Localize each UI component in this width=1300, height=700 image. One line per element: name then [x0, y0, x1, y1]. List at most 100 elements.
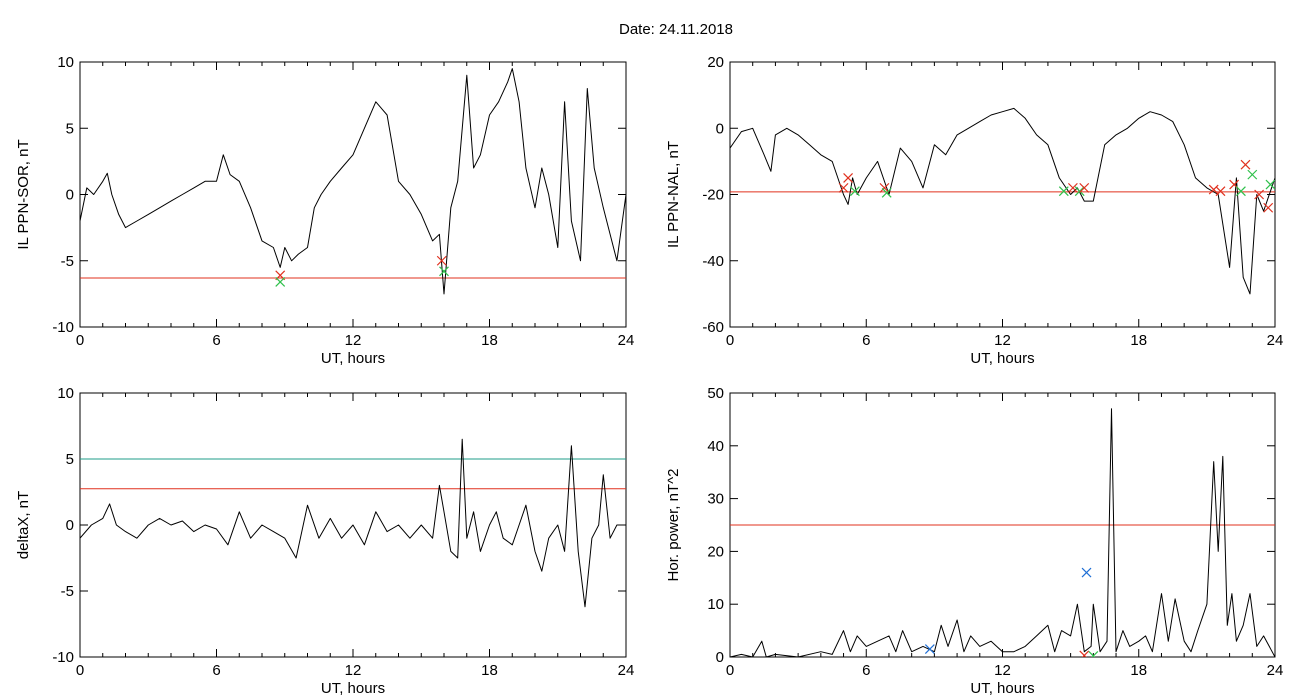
panel-p3: 0 6 12 18 24 10 5 0 -5 -10 UT, hours deltaX, nT	[15, 385, 634, 697]
marker-red	[1067, 182, 1078, 193]
x-tick-label: 12	[994, 332, 1011, 349]
x-tick-label: 18	[481, 332, 498, 349]
marker-stroke	[439, 266, 449, 277]
y-tick-label: -10	[52, 649, 74, 666]
data-layer	[730, 107, 1275, 295]
y-tick-label: 5	[66, 120, 74, 137]
y-tick-label: 0	[66, 187, 74, 204]
marker-blue	[924, 644, 935, 655]
data-layer	[730, 408, 1275, 657]
marker-stroke	[1079, 182, 1090, 193]
x-tick-label: 18	[1130, 332, 1147, 349]
x-tick-label: 6	[862, 662, 870, 679]
marker-stroke	[924, 644, 935, 655]
x-tick-label: 0	[726, 332, 734, 349]
y-tick-label: -60	[702, 319, 724, 336]
y-tick-label: -20	[702, 187, 724, 204]
series-line	[730, 408, 1275, 657]
y-axis-label: deltaX, nT	[15, 491, 32, 559]
marker-green	[1074, 186, 1085, 197]
marker-green	[1058, 186, 1069, 197]
y-tick-label: 10	[707, 596, 724, 613]
marker-red	[1254, 189, 1265, 200]
y-tick-label: 0	[66, 517, 74, 534]
marker-stroke	[1229, 179, 1240, 190]
marker-red	[879, 182, 890, 193]
y-axis-label: IL PPN-NAL, nT	[665, 141, 682, 248]
marker-green	[439, 266, 449, 277]
y-tick-label: 20	[707, 543, 724, 560]
series-line	[730, 107, 1275, 295]
x-tick-label: 6	[212, 662, 220, 679]
series-line	[80, 438, 626, 608]
plot-frame	[79, 61, 627, 328]
panel-p1: 0 6 12 18 24 10 5 0 -5 -10 UT, hours IL PPN-SOR, nT	[15, 54, 634, 367]
marker-green	[275, 277, 286, 287]
panel-p4: 0 6 12 18 24 50 40 30 20 10 0 UT, hours Hor. power, …	[665, 385, 1283, 697]
marker-stroke	[1236, 186, 1246, 197]
y-tick-label: -40	[702, 253, 724, 270]
x-tick-label: 12	[994, 662, 1011, 679]
x-tick-label: 6	[862, 332, 870, 349]
y-tick-label: 0	[716, 120, 724, 137]
marker-green	[881, 187, 892, 198]
x-axis-label: UT, hours	[321, 350, 385, 367]
y-tick-label: -5	[61, 583, 74, 600]
marker-red	[1079, 650, 1090, 657]
y-tick-label: 50	[707, 385, 724, 402]
marker-stroke	[1265, 179, 1275, 190]
marker-stroke	[849, 186, 860, 197]
marker-stroke	[1067, 182, 1078, 193]
figure-title: Date: 24.11.2018	[619, 21, 733, 38]
y-tick-label: 30	[707, 491, 724, 508]
marker-red	[436, 255, 447, 266]
marker-stroke	[1091, 651, 1099, 657]
x-axis-label: UT, hours	[970, 350, 1034, 367]
marker-green	[1265, 179, 1275, 190]
x-axis-label: UT, hours	[970, 680, 1034, 697]
marker-blue	[1081, 567, 1092, 578]
x-tick-label: 24	[618, 662, 635, 679]
marker-red	[1215, 186, 1226, 197]
x-tick-label: 18	[1130, 662, 1147, 679]
y-tick-label: 10	[57, 385, 74, 402]
marker-green	[849, 186, 860, 197]
marker-stroke	[1263, 202, 1274, 213]
y-tick-label: -10	[52, 319, 74, 336]
x-tick-label: 6	[212, 332, 220, 349]
marker-stroke	[1081, 650, 1090, 657]
marker-stroke	[1074, 186, 1085, 197]
y-tick-label: 20	[707, 54, 724, 71]
marker-red	[838, 182, 849, 193]
x-tick-label: 0	[76, 332, 84, 349]
x-tick-label: 0	[76, 662, 84, 679]
marker-red	[843, 173, 854, 183]
marker-stroke	[1058, 186, 1069, 197]
x-tick-label: 12	[345, 332, 362, 349]
marker-stroke	[1240, 159, 1251, 170]
marker-green	[1236, 186, 1246, 197]
x-tick-label: 0	[726, 662, 734, 679]
series-line	[80, 68, 626, 295]
marker-stroke	[275, 277, 286, 287]
x-tick-label: 24	[618, 332, 635, 349]
marker-stroke	[1247, 169, 1258, 180]
y-tick-label: 40	[707, 438, 724, 455]
marker-green	[1088, 651, 1099, 657]
marker-stroke	[1215, 186, 1226, 197]
x-tick-label: 12	[345, 662, 362, 679]
y-tick-label: 5	[66, 451, 74, 468]
data-layer	[80, 438, 626, 608]
marker-stroke	[881, 187, 892, 198]
marker-stroke	[843, 173, 854, 183]
y-tick-label: -5	[61, 253, 74, 270]
panel-p2: 0 6 12 18 24 20 0 -20 -40 -60 UT, hours IL PPN-NAL,…	[665, 54, 1283, 367]
marker-stroke	[838, 182, 849, 193]
x-tick-label: 24	[1267, 332, 1284, 349]
y-axis-label: Hor. power, nT^2	[665, 469, 682, 582]
y-tick-label: 10	[57, 54, 74, 71]
marker-red	[1240, 159, 1251, 170]
marker-stroke	[1081, 567, 1092, 578]
